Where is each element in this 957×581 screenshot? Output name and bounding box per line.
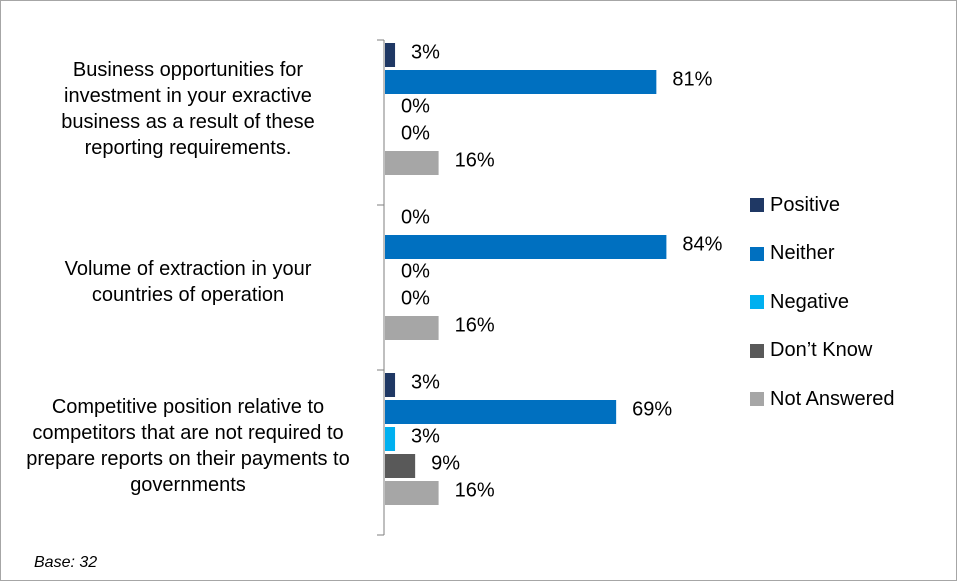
data-label: 0% [401,287,430,309]
data-label: 84% [682,233,722,255]
category-label: Competitive position relative to competi… [26,396,350,496]
legend-swatch [750,295,764,310]
data-label: 9% [431,452,460,474]
data-label: 3% [411,425,440,447]
data-label: 3% [411,41,440,63]
legend-label: Negative [770,290,849,313]
legend-label: Neither [770,242,835,265]
bar-not-answered [385,481,439,505]
bar-positive [385,43,396,67]
legend-item: Not Answered [750,375,895,424]
legend-item: Neither [750,230,895,279]
data-label: 16% [455,479,495,501]
legend-swatch [750,198,764,213]
legend: Positive Neither Negative Don’t Know Not Ans… [750,181,895,424]
data-label: 0% [401,95,430,117]
base-note: Base: 32 [34,554,98,571]
category-label: Business opportunities for investment in… [61,59,315,159]
bar-negative [385,427,396,451]
bar-neither [385,235,667,259]
data-label: 16% [455,149,495,171]
legend-swatch [750,343,764,358]
data-label: 16% [455,314,495,336]
bar-positive [385,373,396,397]
bar-neither [385,70,657,94]
legend-label: Don’t Know [770,339,873,362]
legend-swatch [750,392,764,407]
bar-don-t-know [385,454,416,478]
bar-neither [385,400,617,424]
legend-item: Don’t Know [750,327,895,376]
legend-swatch [750,246,764,261]
data-label: 0% [401,122,430,144]
bar-not-answered [385,151,439,175]
legend-label: Positive [770,193,841,216]
legend-label: Not Answered [770,387,895,410]
data-label: 0% [401,206,430,228]
data-label: 69% [632,398,672,420]
data-label: 3% [411,371,440,393]
category-label: Volume of extraction in your countries o… [64,258,312,306]
data-label: 81% [672,68,712,90]
legend-item: Positive [750,181,895,230]
data-label: 0% [401,260,430,282]
legend-item: Negative [750,278,895,327]
bar-not-answered [385,316,439,340]
